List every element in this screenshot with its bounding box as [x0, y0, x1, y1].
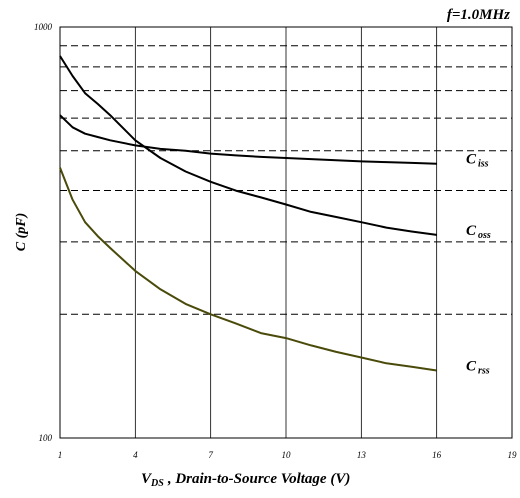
x-tick-label: 13	[357, 450, 367, 460]
x-axis-label: VDS, Drain-to-Source Voltage (V)	[141, 471, 350, 489]
vertical-gridlines	[134, 27, 438, 438]
chart-title: f=1.0MHz	[447, 7, 510, 23]
series-lines	[59, 55, 437, 372]
y-tick-label: 100	[39, 433, 53, 443]
series-line-iss	[59, 114, 437, 165]
x-axis-label-prefix: V	[141, 471, 153, 487]
y-tick-labels: 100 1000	[34, 22, 53, 443]
x-tick-label: 1	[58, 450, 63, 460]
series-line-rss	[59, 167, 437, 372]
y-axis-label: C (pF)	[14, 213, 29, 252]
x-axis-label-main: , Drain-to-Source Voltage (V)	[167, 471, 351, 487]
x-tick-label: 7	[208, 450, 213, 460]
x-tick-label: 10	[282, 450, 292, 460]
y-tick-label: 1000	[34, 22, 53, 32]
x-tick-label: 16	[432, 450, 442, 460]
x-axis-label-subscript: DS	[150, 478, 164, 489]
x-tick-labels: 1 4 7 10 13 16 19	[58, 450, 517, 460]
x-tick-label: 4	[133, 450, 138, 460]
series-line-oss	[59, 55, 437, 236]
x-tick-label: 19	[508, 450, 518, 460]
